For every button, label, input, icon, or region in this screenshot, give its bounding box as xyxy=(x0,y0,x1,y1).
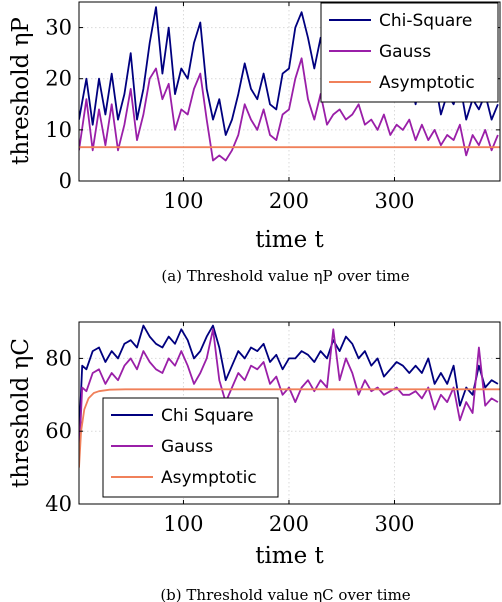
y-tick-label: 40 xyxy=(45,492,72,516)
axes-frame xyxy=(78,321,501,505)
figure-caption: (b) Threshold value ηC over time xyxy=(160,586,410,602)
x-tick-label: 200 xyxy=(269,512,309,536)
series-line-gauss xyxy=(79,57,499,162)
legend-entry: Asymptotic xyxy=(161,468,257,488)
y-tick-label: 30 xyxy=(45,16,72,40)
y-tick-label: 0 xyxy=(59,169,72,193)
legend: Chi-Square Gauss Asymptotic xyxy=(320,2,499,103)
x-tick-label: 100 xyxy=(163,512,203,536)
legend-entry: Asymptotic xyxy=(379,73,475,93)
y-tick-label: 10 xyxy=(45,118,72,142)
x-tick-label: 300 xyxy=(374,189,414,213)
chart-b: 100 200 300 40 60 80 time t threshold ηC Chi Squ… xyxy=(8,321,501,602)
legend-entry: Gauss xyxy=(379,42,431,62)
axes-frame xyxy=(78,1,501,182)
series-line-asymptotic xyxy=(79,388,500,468)
x-axis-label: time t xyxy=(255,227,324,253)
x-tick-label: 100 xyxy=(163,189,203,213)
legend-entry: Chi-Square xyxy=(379,11,472,31)
y-tick-label: 60 xyxy=(45,419,72,443)
legend: Chi Square Gauss Asymptotic xyxy=(102,397,279,498)
x-tick-label: 200 xyxy=(269,189,309,213)
y-tick-label: 80 xyxy=(45,346,72,370)
x-axis-label: time t xyxy=(255,543,324,569)
figure-caption: (a) Threshold value ηP over time xyxy=(161,267,409,285)
y-axis-label: threshold ηC xyxy=(8,338,34,488)
series-line-chi-square xyxy=(79,324,499,439)
y-axis-label: threshold ηP xyxy=(8,17,34,165)
legend-entry: Gauss xyxy=(161,437,213,457)
x-tick-label: 300 xyxy=(374,512,414,536)
legend-entry: Chi Square xyxy=(161,406,254,426)
chart-a: 100 200 300 0 10 20 30 time t threshold ηP Chi-Sq… xyxy=(8,1,501,285)
y-tick-label: 20 xyxy=(45,67,72,91)
